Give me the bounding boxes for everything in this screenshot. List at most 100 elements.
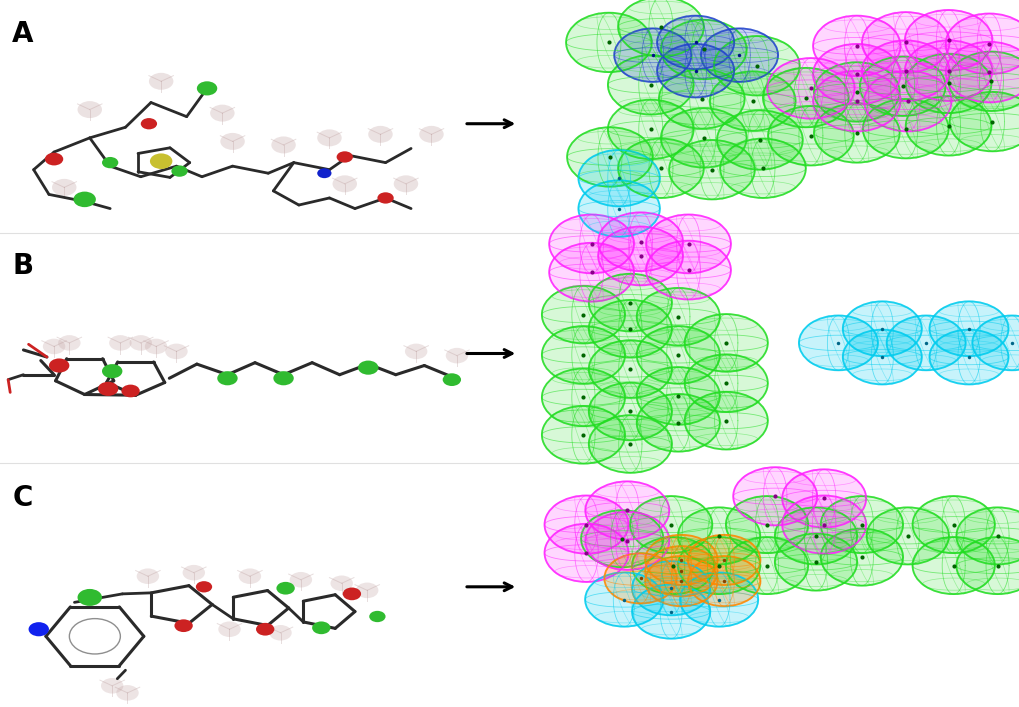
Ellipse shape — [945, 42, 1019, 103]
Ellipse shape — [548, 214, 634, 274]
Circle shape — [116, 685, 139, 701]
Circle shape — [217, 371, 237, 385]
Ellipse shape — [863, 71, 951, 132]
Circle shape — [150, 153, 172, 169]
Ellipse shape — [645, 535, 716, 585]
Ellipse shape — [782, 496, 865, 554]
Ellipse shape — [905, 96, 990, 156]
Ellipse shape — [645, 240, 731, 300]
Ellipse shape — [581, 510, 662, 567]
Ellipse shape — [678, 508, 759, 564]
Circle shape — [58, 335, 81, 351]
Circle shape — [336, 151, 353, 163]
Ellipse shape — [688, 535, 759, 585]
Circle shape — [196, 581, 212, 592]
Ellipse shape — [886, 315, 965, 370]
Circle shape — [405, 344, 427, 359]
Ellipse shape — [820, 529, 902, 585]
Ellipse shape — [541, 326, 625, 384]
Circle shape — [129, 335, 152, 351]
Circle shape — [419, 126, 443, 143]
Circle shape — [210, 105, 234, 122]
Ellipse shape — [636, 367, 719, 425]
Ellipse shape — [928, 301, 1008, 356]
Ellipse shape — [660, 20, 746, 79]
Circle shape — [393, 175, 418, 192]
Ellipse shape — [618, 0, 703, 57]
Circle shape — [368, 126, 392, 143]
Text: C: C — [12, 484, 33, 513]
Ellipse shape — [700, 28, 777, 82]
Circle shape — [109, 335, 131, 351]
Ellipse shape — [632, 537, 713, 594]
Circle shape — [77, 589, 102, 606]
Ellipse shape — [774, 534, 856, 590]
Circle shape — [98, 382, 118, 396]
Ellipse shape — [645, 214, 731, 274]
Circle shape — [197, 81, 217, 95]
Ellipse shape — [956, 508, 1019, 564]
Ellipse shape — [820, 496, 902, 553]
Circle shape — [358, 361, 378, 375]
Ellipse shape — [588, 300, 672, 358]
Ellipse shape — [636, 288, 719, 346]
Circle shape — [141, 118, 157, 129]
Ellipse shape — [948, 52, 1019, 111]
Ellipse shape — [588, 415, 672, 473]
Ellipse shape — [541, 286, 625, 344]
Ellipse shape — [812, 16, 900, 76]
Ellipse shape — [905, 54, 990, 113]
Circle shape — [332, 175, 357, 192]
Ellipse shape — [678, 537, 759, 594]
Ellipse shape — [688, 556, 759, 606]
Circle shape — [271, 136, 296, 153]
Ellipse shape — [630, 496, 711, 553]
Ellipse shape — [713, 36, 799, 95]
Circle shape — [356, 583, 378, 598]
Ellipse shape — [842, 301, 921, 356]
Circle shape — [289, 572, 312, 588]
Ellipse shape — [813, 103, 899, 163]
Circle shape — [312, 621, 330, 634]
Circle shape — [269, 625, 291, 641]
Ellipse shape — [597, 226, 683, 286]
Ellipse shape — [548, 243, 634, 302]
Circle shape — [102, 157, 118, 168]
Ellipse shape — [709, 71, 795, 131]
Ellipse shape — [774, 508, 856, 564]
Ellipse shape — [613, 28, 691, 82]
Circle shape — [238, 568, 261, 584]
Ellipse shape — [733, 467, 816, 525]
Circle shape — [171, 165, 187, 177]
Ellipse shape — [660, 108, 746, 168]
Ellipse shape — [861, 40, 949, 101]
Ellipse shape — [541, 368, 625, 426]
Ellipse shape — [716, 110, 802, 170]
Ellipse shape — [812, 44, 900, 105]
Ellipse shape — [904, 10, 991, 71]
Circle shape — [218, 621, 240, 637]
Ellipse shape — [632, 561, 709, 615]
Ellipse shape — [767, 106, 853, 165]
Ellipse shape — [956, 537, 1019, 594]
Ellipse shape — [912, 496, 994, 553]
Ellipse shape — [585, 512, 668, 570]
Circle shape — [377, 192, 393, 204]
Circle shape — [77, 101, 102, 118]
Circle shape — [317, 168, 331, 178]
Ellipse shape — [719, 139, 805, 198]
Circle shape — [101, 678, 123, 694]
Ellipse shape — [588, 274, 672, 332]
Circle shape — [45, 153, 63, 165]
Ellipse shape — [971, 315, 1019, 370]
Ellipse shape — [578, 150, 659, 206]
Circle shape — [29, 622, 49, 636]
Ellipse shape — [928, 329, 1008, 385]
Circle shape — [43, 339, 65, 354]
Ellipse shape — [566, 13, 651, 72]
Ellipse shape — [544, 524, 628, 582]
Ellipse shape — [658, 69, 744, 129]
Ellipse shape — [861, 12, 949, 73]
Ellipse shape — [607, 100, 693, 159]
Ellipse shape — [812, 71, 900, 132]
